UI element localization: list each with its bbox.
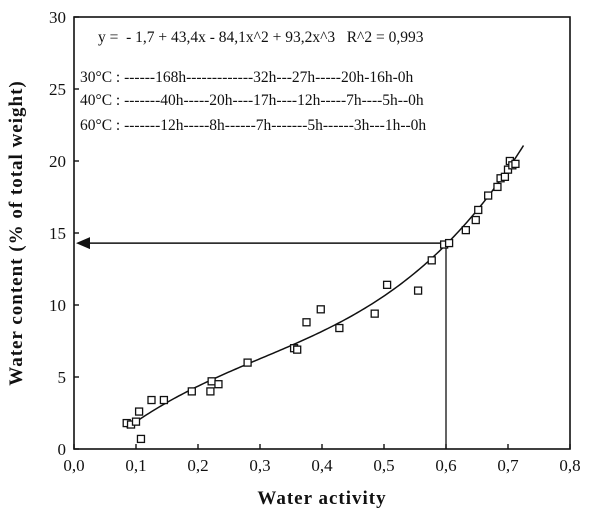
data-point [207, 377, 216, 386]
arrow-head [76, 237, 90, 250]
data-point [293, 345, 302, 354]
data-point [335, 323, 344, 333]
data-point [444, 238, 454, 248]
data-point [302, 318, 311, 327]
data-point [206, 387, 215, 396]
fit-curve [126, 145, 525, 429]
guides-layer [76, 237, 447, 449]
data-point [500, 172, 510, 181]
y-tick-label: 5 [58, 368, 67, 387]
y-tick-label: 30 [49, 8, 66, 27]
row-40c-label: 40°C : -------40h-----20h----17h----12h-… [80, 92, 424, 109]
x-tick-label: 0,8 [559, 456, 580, 475]
x-axis-label: Water activity [257, 488, 386, 509]
data-point [511, 159, 520, 169]
data-point [474, 205, 483, 215]
ticks-layer: 0,0 0,1 0,2 0,3 0,4 0,5 0,6 0,7 0,8 0 5 10 15 20 25 30 [49, 8, 581, 475]
y-tick-label: 10 [49, 296, 66, 315]
data-point [316, 305, 325, 314]
data-point [370, 309, 379, 318]
x-tick-label: 0,3 [249, 456, 270, 475]
data-point [147, 395, 156, 405]
y-tick-label: 20 [49, 152, 66, 171]
y-tick-label: 25 [49, 80, 66, 99]
data-point [471, 215, 480, 225]
data-point [503, 165, 513, 174]
equation-label: y = - 1,7 + 43,4x - 84,1x^2 + 93,2x^3 R^… [98, 29, 424, 46]
fit-layer [126, 145, 525, 429]
x-tick-label: 0,5 [373, 456, 394, 475]
x-tick-label: 0,6 [435, 456, 456, 475]
data-point [243, 358, 252, 367]
row-30c-label: 30°C : ------168h-------------32h---27h-… [80, 69, 414, 86]
data-point [134, 407, 144, 416]
row-60c-label: 60°C : -------12h-----8h------7h-------5… [80, 117, 426, 134]
data-point [131, 417, 141, 426]
data-point [382, 280, 392, 289]
y-tick-label: 15 [49, 224, 66, 243]
data-point [214, 380, 223, 389]
data-point [136, 434, 146, 444]
data-point [413, 286, 423, 295]
x-tick-label: 0,7 [497, 456, 519, 475]
data-point [159, 395, 169, 405]
points-layer [122, 156, 520, 444]
x-tick-label: 0,0 [63, 456, 84, 475]
x-tick-label: 0,4 [311, 456, 333, 475]
y-axis-label: Water content (% of total weight) [6, 80, 27, 385]
data-point [427, 256, 436, 265]
data-point [484, 191, 493, 200]
y-tick-label: 0 [58, 440, 67, 459]
x-tick-label: 0,1 [125, 456, 146, 475]
data-point [187, 387, 196, 396]
x-tick-label: 0,2 [187, 456, 208, 475]
data-point [461, 225, 470, 235]
data-point [493, 182, 502, 192]
